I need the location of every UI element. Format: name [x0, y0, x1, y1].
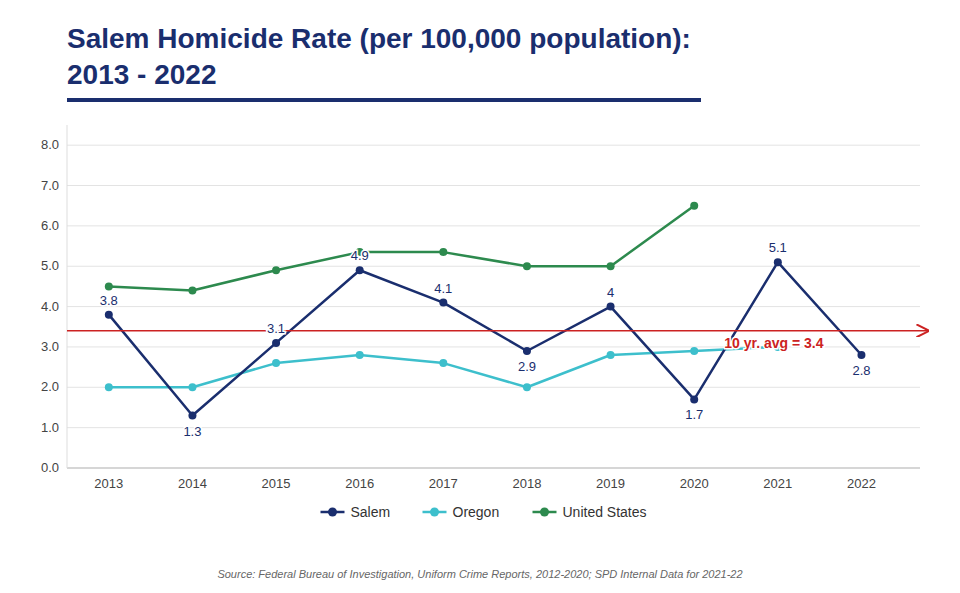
x-tick-label: 2022: [847, 476, 876, 491]
grid-line: [67, 468, 920, 469]
plot-area: [105, 202, 866, 420]
y-tick-label: 6.0: [41, 218, 59, 233]
data-label: 2.9: [518, 359, 536, 374]
chart: Salem Homicide Rate (per 100,000 populat…: [0, 0, 960, 593]
series-point: [607, 351, 615, 359]
data-label: 1.7: [685, 407, 703, 422]
series-point: [690, 395, 698, 403]
series-point: [105, 282, 113, 290]
series-point: [272, 359, 280, 367]
data-label: 5.1: [769, 240, 787, 255]
series-line: [109, 262, 862, 415]
series-line: [109, 206, 694, 291]
series-point: [774, 258, 782, 266]
series-point: [439, 299, 447, 307]
data-label: 1.3: [183, 424, 201, 439]
x-tick-label: 2018: [512, 476, 541, 491]
series-point: [105, 311, 113, 319]
y-tick-label: 4.0: [41, 299, 59, 314]
data-label: 4: [607, 285, 614, 300]
data-label: 4.1: [434, 281, 452, 296]
series-point: [607, 262, 615, 270]
y-tick-label: 5.0: [41, 258, 59, 273]
series-point: [439, 248, 447, 256]
series-point: [356, 266, 364, 274]
legend-label: Oregon: [453, 504, 500, 520]
series-point: [188, 286, 196, 294]
x-tick-label: 2020: [680, 476, 709, 491]
data-label: 2.8: [852, 363, 870, 378]
grid-line: [67, 145, 920, 146]
x-tick-label: 2014: [178, 476, 207, 491]
title-underline: [67, 98, 701, 102]
x-tick-label: 2016: [345, 476, 374, 491]
data-label: 3.8: [100, 293, 118, 308]
x-tick-label: 2015: [262, 476, 291, 491]
series-point: [188, 383, 196, 391]
grid-line: [67, 306, 920, 307]
series-point: [272, 266, 280, 274]
data-label: 3.1: [267, 321, 285, 336]
x-tick-label: 2019: [596, 476, 625, 491]
labels: 10 yr. avg = 3.4 3.8 1.3 3.1 4.9 4.1 2.9 4 1.7 5.…: [100, 240, 871, 438]
series-point: [857, 351, 865, 359]
series-0: [105, 258, 866, 419]
y-axis-line: [67, 125, 68, 468]
series-point: [607, 303, 615, 311]
y-tick-label: 0.0: [41, 460, 59, 475]
x-tick-label: 2021: [763, 476, 792, 491]
average-line: [67, 330, 928, 332]
series-point: [105, 383, 113, 391]
subtitle: 2013 - 2022: [67, 59, 216, 90]
series-point: [523, 262, 531, 270]
series-point: [523, 347, 531, 355]
series-point: [690, 347, 698, 355]
series-point: [188, 412, 196, 420]
legend-label: Salem: [351, 504, 391, 520]
series-point: [690, 202, 698, 210]
series-point: [356, 351, 364, 359]
y-tick-label: 2.0: [41, 379, 59, 394]
series-point: [439, 359, 447, 367]
grid-line: [67, 225, 920, 226]
legend-marker: [430, 508, 439, 517]
title: Salem Homicide Rate (per 100,000 populat…: [67, 23, 691, 54]
average-label: 10 yr. avg = 3.4: [724, 335, 823, 351]
series-point: [272, 339, 280, 347]
y-tick-label: 1.0: [41, 420, 59, 435]
series-2: [105, 202, 698, 295]
series-point: [523, 383, 531, 391]
legend-marker: [328, 508, 337, 517]
x-axis-line: [67, 468, 920, 469]
y-tick-label: 7.0: [41, 178, 59, 193]
grid-line: [67, 266, 920, 267]
legend-label: United States: [563, 504, 647, 520]
legend-marker: [540, 508, 549, 517]
grid-line: [67, 185, 920, 186]
source: Source: Federal Bureau of Investigation,…: [217, 568, 742, 580]
x-tick-label: 2017: [429, 476, 458, 491]
y-tick-label: 8.0: [41, 137, 59, 152]
legend: Salem Oregon United States: [321, 504, 647, 520]
data-label: 4.9: [351, 248, 369, 263]
x-tick-label: 2013: [94, 476, 123, 491]
y-tick-label: 3.0: [41, 339, 59, 354]
